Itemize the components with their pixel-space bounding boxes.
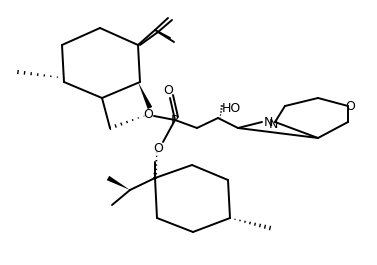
- Text: O: O: [345, 99, 355, 113]
- Polygon shape: [138, 82, 152, 109]
- Text: O: O: [143, 108, 153, 121]
- Text: P: P: [171, 113, 179, 126]
- Text: HO: HO: [222, 101, 241, 114]
- Text: O: O: [153, 142, 163, 154]
- Polygon shape: [107, 176, 130, 190]
- Text: N: N: [263, 116, 273, 129]
- Text: N: N: [268, 117, 278, 130]
- Text: O: O: [163, 83, 173, 96]
